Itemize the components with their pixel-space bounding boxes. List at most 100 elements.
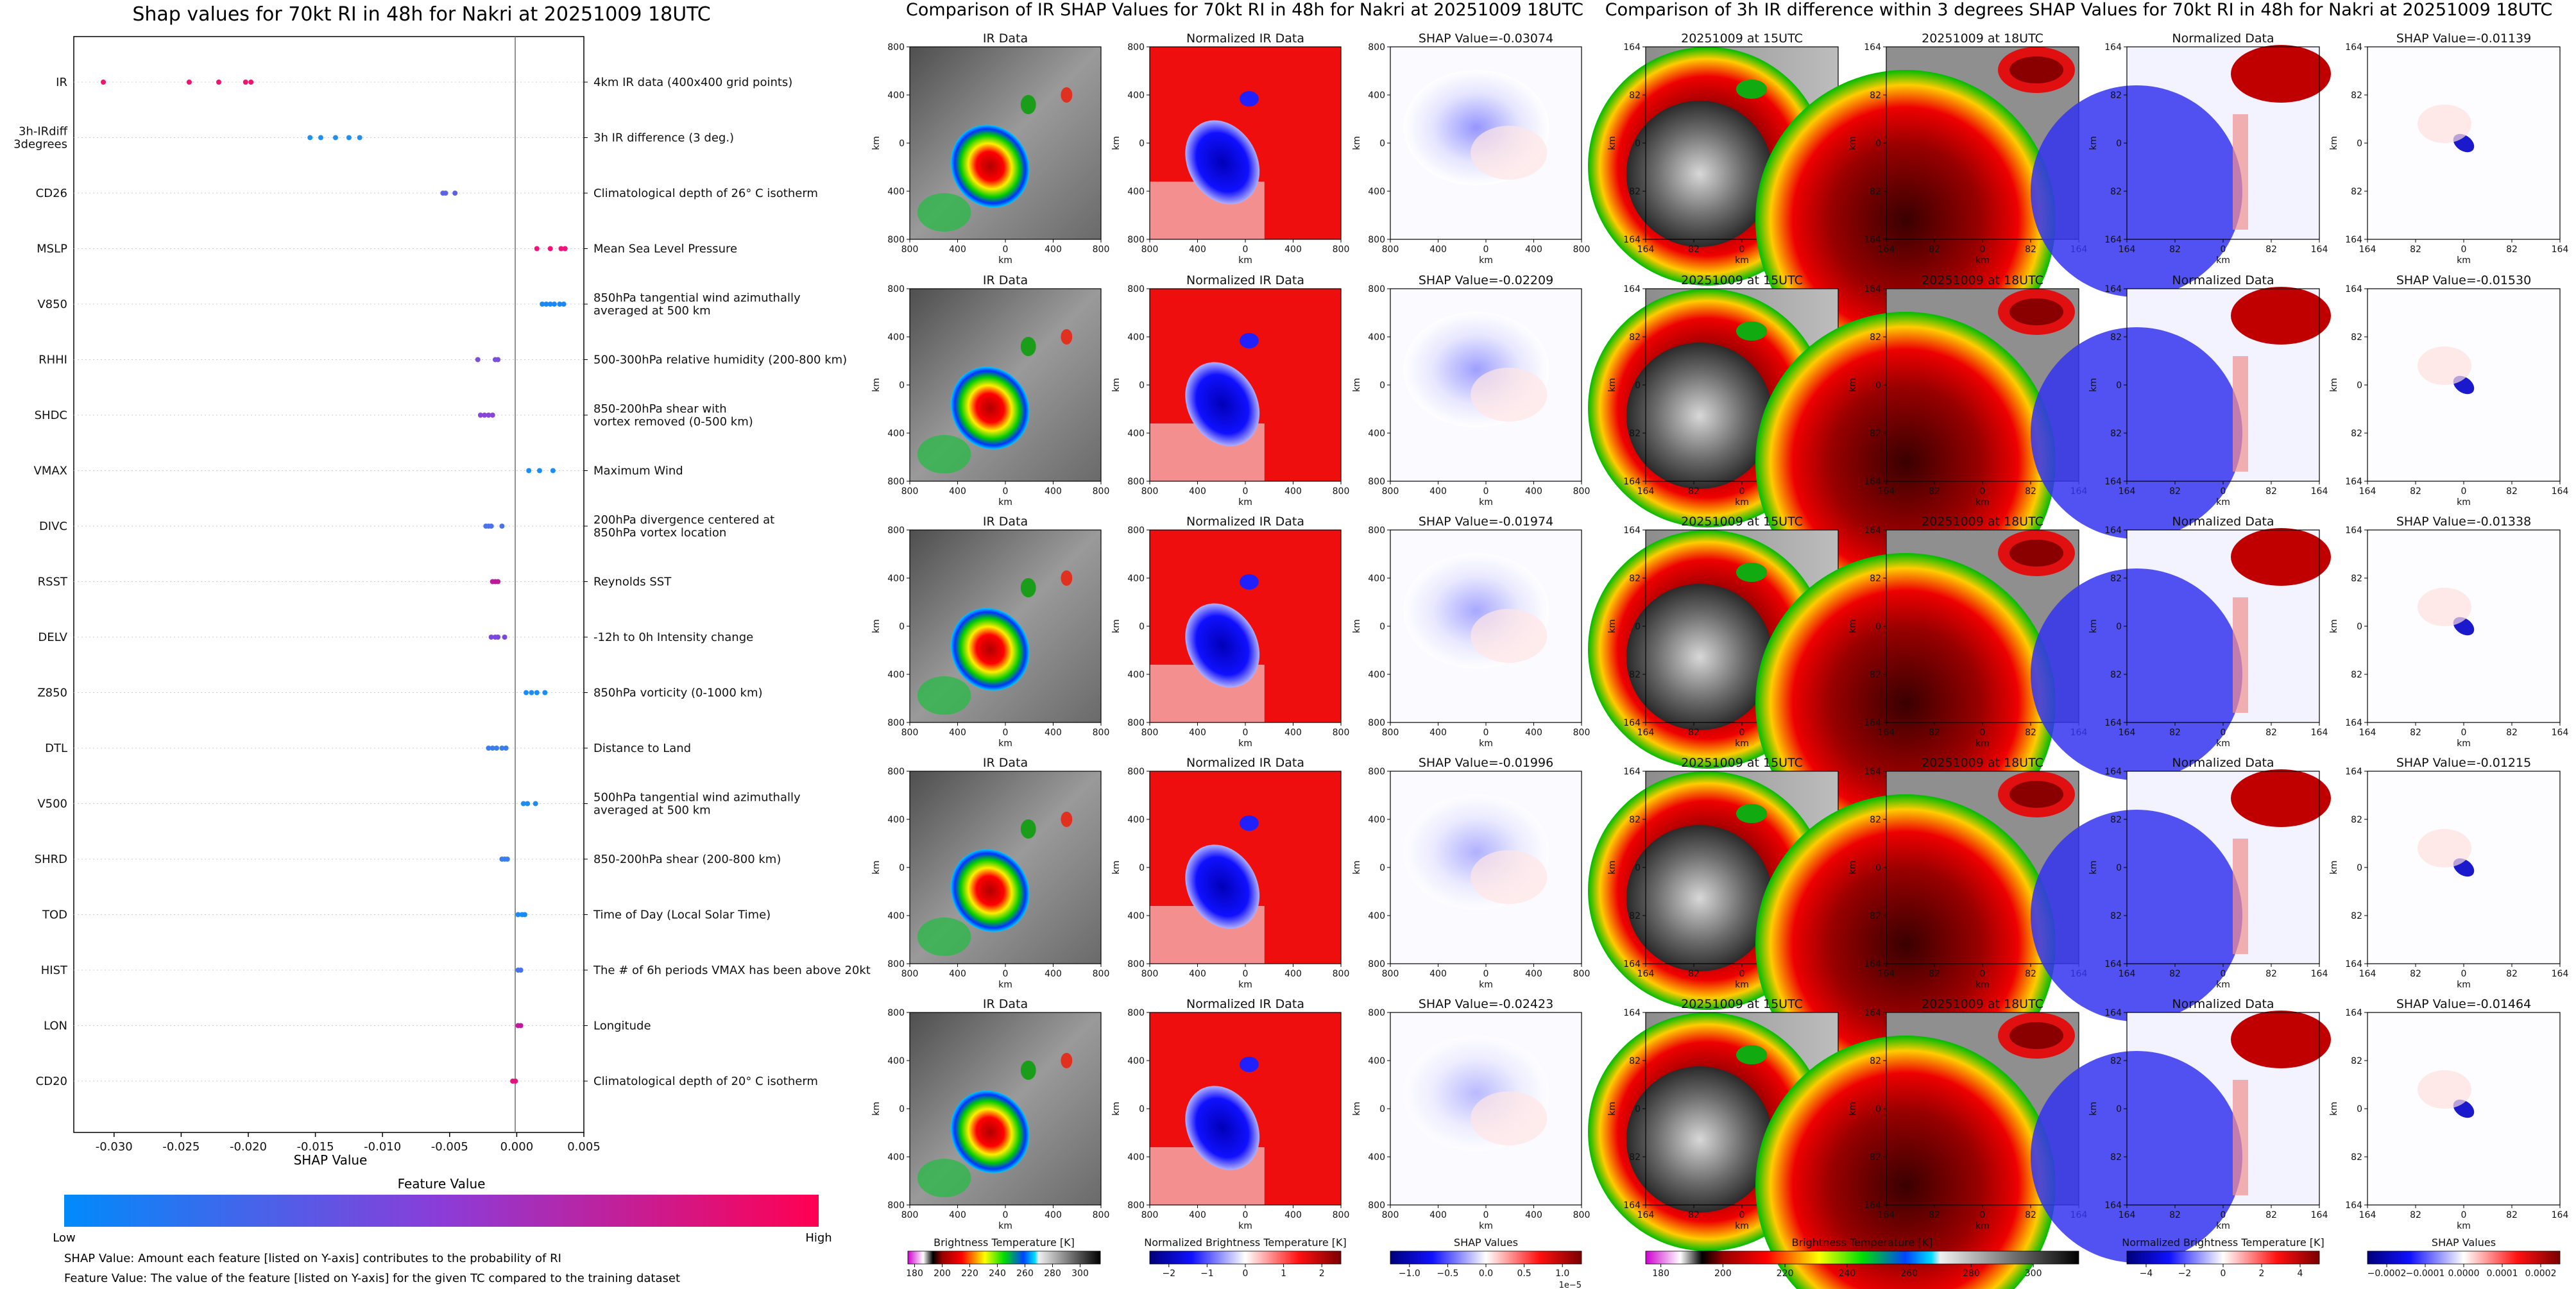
panel-xtick-label: 400 bbox=[1525, 244, 1542, 255]
panel-xtick-label: 0 bbox=[2461, 728, 2467, 738]
xaxis-tick-label: -0.025 bbox=[162, 1140, 200, 1154]
panel-ytick-label: 164 bbox=[1864, 477, 1881, 487]
panel-xtick-label: 82 bbox=[2169, 486, 2181, 497]
panel-ytick-label: 82 bbox=[2110, 574, 2122, 584]
convective-cell bbox=[1736, 321, 1767, 341]
shap-point bbox=[475, 357, 481, 363]
shap-point bbox=[477, 413, 483, 418]
panel-xtick-label: 0 bbox=[2461, 486, 2467, 497]
convection-band bbox=[917, 1159, 971, 1197]
panel-ytick-label: 400 bbox=[1368, 815, 1385, 825]
panel-ytick-label: 164 bbox=[1864, 767, 1881, 777]
shap-point bbox=[101, 80, 107, 85]
colorbar-offset: 1e−5 bbox=[1559, 1281, 1582, 1289]
shap-point bbox=[488, 524, 494, 529]
panel-xtick-label: 400 bbox=[1429, 728, 1447, 738]
convective-cell bbox=[1020, 578, 1036, 597]
panel-ytick-label: 164 bbox=[1864, 284, 1881, 295]
panel-xtick-label: 800 bbox=[1333, 728, 1350, 738]
panel-ytick-label: 164 bbox=[2345, 767, 2362, 777]
panel-title: 20251009 at 18UTC bbox=[1922, 273, 2043, 287]
panel-xtick-label: 400 bbox=[1189, 728, 1206, 738]
convection-band bbox=[917, 193, 971, 232]
panel-ytick-label: 400 bbox=[1127, 815, 1145, 825]
panel-ytick-label: 164 bbox=[2345, 718, 2362, 728]
panel-yaxis-label: km bbox=[1111, 619, 1122, 633]
colorbar-tick-label: −1 bbox=[1200, 1268, 1214, 1279]
panel-ytick-label: 0 bbox=[1875, 380, 1881, 391]
panel-xtick-label: 82 bbox=[2410, 1210, 2421, 1220]
panel-ytick-label: 82 bbox=[2351, 332, 2362, 343]
panel-ytick-label: 0 bbox=[1139, 139, 1145, 149]
ir-panel: 800 400 0 400 800 km 800 400 0 400 800 km SHAP Value… bbox=[1352, 273, 1590, 508]
panel-yaxis-label: km bbox=[2088, 136, 2099, 150]
shap-point bbox=[357, 135, 363, 141]
colorbar-tick-label: 280 bbox=[1044, 1268, 1061, 1279]
panel-yaxis-label: km bbox=[2329, 619, 2339, 633]
panel-xtick-label: 800 bbox=[1093, 1210, 1110, 1220]
shap-positive-area bbox=[2418, 829, 2471, 867]
cold-core bbox=[1185, 603, 1260, 688]
panel-ytick-label: 82 bbox=[2351, 815, 2362, 825]
panel-xtick-label: 400 bbox=[1045, 486, 1062, 497]
panel-xaxis-label: km bbox=[1479, 1221, 1493, 1231]
panel-ytick-label: 164 bbox=[2345, 1200, 2362, 1211]
colorbar-label: Normalized Brightness Temperature [K] bbox=[1144, 1236, 1347, 1249]
panel-ytick-label: 0 bbox=[2116, 380, 2122, 391]
panel-ytick-label: 400 bbox=[1368, 1056, 1385, 1066]
panel-xtick-label: 800 bbox=[1093, 486, 1110, 497]
panel-xtick-label: 0 bbox=[1980, 1210, 1986, 1220]
panel-ytick-label: 82 bbox=[2351, 1152, 2362, 1163]
panel-xtick-label: 0 bbox=[2221, 1210, 2226, 1220]
panel-yaxis-label: km bbox=[1848, 1102, 1858, 1116]
panel-xtick-label: 400 bbox=[1045, 1210, 1062, 1220]
feature-name: MSLP bbox=[37, 243, 67, 256]
colorbar-tick-label: −0.0002 bbox=[2367, 1268, 2407, 1279]
panel-xtick-label: 0 bbox=[1003, 1210, 1009, 1220]
irdiff-panel-grid: 164 82 0 82 164 km 164 82 0 82 164 km 20251009 at 15… bbox=[1588, 31, 2568, 1289]
colorbar-tick-label: 300 bbox=[2025, 1268, 2042, 1279]
panel-xtick-label: 800 bbox=[1573, 244, 1591, 255]
panel-ytick-label: 400 bbox=[1127, 574, 1145, 584]
warm-strip bbox=[2233, 839, 2248, 954]
panel-title: SHAP Value=-0.01215 bbox=[2396, 756, 2531, 770]
panel-ytick-label: 400 bbox=[1127, 332, 1145, 343]
diff-panel: 164 82 0 82 164 km 164 82 0 82 164 km Normalized Dat… bbox=[2031, 756, 2331, 1021]
colorbar-tick-label: 280 bbox=[1963, 1268, 1980, 1279]
panel-xaxis-label: km bbox=[2457, 980, 2471, 990]
panel-xtick-label: 400 bbox=[1189, 969, 1206, 979]
feature-name: SHRD bbox=[35, 853, 67, 866]
shap-point bbox=[543, 302, 549, 307]
panel-xaxis-label: km bbox=[2216, 497, 2230, 508]
panel-ytick-label: 400 bbox=[887, 429, 905, 439]
panel-ytick-label: 82 bbox=[1870, 429, 1881, 439]
panel-xtick-label: 400 bbox=[1284, 728, 1302, 738]
colorbar-tick-label: 240 bbox=[989, 1268, 1006, 1279]
panel-title: SHAP Value=-0.02423 bbox=[1419, 997, 1553, 1011]
panel-ytick-label: 0 bbox=[899, 380, 905, 391]
xaxis-tick-label: 0.005 bbox=[567, 1140, 601, 1154]
storm-core bbox=[950, 608, 1030, 691]
panel-title: SHAP Value=-0.01139 bbox=[2396, 31, 2531, 46]
panel-xaxis-label: km bbox=[998, 255, 1012, 266]
panel-xtick-label: 164 bbox=[1878, 486, 1895, 497]
panel-xaxis-label: km bbox=[1238, 255, 1252, 266]
panel-ytick-label: 800 bbox=[887, 767, 905, 777]
panel-ytick-label: 800 bbox=[1127, 1008, 1145, 1018]
panel-xtick-label: 400 bbox=[1189, 244, 1206, 255]
panel-ytick-label: 400 bbox=[1368, 332, 1385, 343]
feature-name: RHHI bbox=[38, 354, 67, 367]
shap-point bbox=[518, 1023, 524, 1029]
panel-title: 20251009 at 15UTC bbox=[1681, 515, 1803, 529]
panel-xtick-label: 164 bbox=[2119, 244, 2136, 255]
shap-point bbox=[495, 357, 501, 363]
panel-xtick-label: 400 bbox=[1429, 486, 1447, 497]
panel-ytick-label: 0 bbox=[1379, 863, 1385, 873]
panel-xtick-label: 800 bbox=[1141, 486, 1159, 497]
panel-yaxis-label: km bbox=[1352, 619, 1362, 633]
shap-positive-area bbox=[2418, 346, 2471, 385]
feature-description: -12h to 0h Intensity change bbox=[593, 631, 753, 644]
panel-xaxis-label: km bbox=[1975, 255, 1990, 266]
ir-panel: 800 400 0 400 800 km 800 400 0 400 800 km SHAP Value… bbox=[1352, 756, 1590, 990]
panel-title: Normalized Data bbox=[2172, 756, 2274, 770]
